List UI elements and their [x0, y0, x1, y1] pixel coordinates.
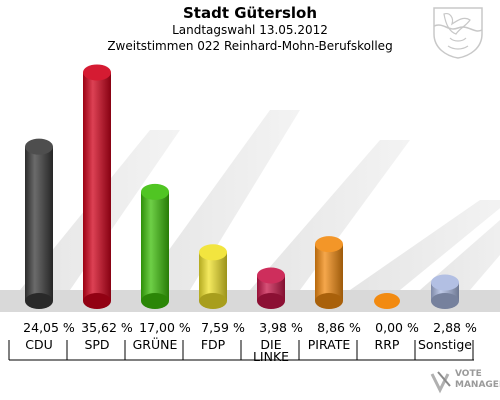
value-label: 35,62 %	[81, 320, 133, 335]
chart-subtitle-2: Zweitstimmen 022 Reinhard-Mohn-Berufskol…	[107, 39, 393, 53]
vote-manager-line1: VOTE	[455, 369, 482, 379]
value-label: 0,00 %	[375, 320, 419, 335]
value-label: 8,86 %	[317, 320, 361, 335]
bar-bottom	[315, 293, 343, 309]
category-label: GRÜNE	[133, 336, 178, 352]
bar-sonstige	[431, 274, 459, 309]
bar-bottom	[25, 293, 53, 309]
background-stripe	[420, 220, 500, 290]
bar-top	[199, 244, 227, 261]
chart-subtitle: Landtagswahl 13.05.2012	[172, 23, 328, 37]
x-axis	[8, 340, 474, 361]
category-label: LINKE	[253, 349, 289, 364]
category-label: PIRATE	[308, 337, 351, 352]
bar-top	[257, 267, 285, 284]
value-label: 7,59 %	[201, 320, 245, 335]
category-label: SPD	[84, 337, 109, 352]
background-stripe	[350, 200, 500, 290]
bar-spd	[83, 64, 111, 309]
bar-bottom	[257, 293, 285, 309]
vote-manager-logo-icon	[430, 371, 451, 394]
background-stripe	[250, 140, 410, 290]
floor-band	[0, 290, 500, 312]
background-stripe	[140, 110, 300, 290]
category-label: DIE	[260, 337, 281, 352]
vote-manager-logo-text: VOTE MANAGER	[455, 369, 500, 391]
bar-bottom	[199, 293, 227, 309]
category-label: Sonstige	[418, 337, 472, 352]
bar-body	[83, 72, 111, 302]
bar-zero-disc	[374, 293, 400, 309]
bar-body	[25, 146, 53, 301]
bar-top	[141, 183, 169, 200]
bar-top	[25, 138, 53, 155]
bar-bottom	[431, 293, 459, 309]
category-label: FDP	[201, 337, 226, 352]
value-label: 17,00 %	[139, 320, 191, 335]
bar-body	[141, 191, 169, 301]
vote-manager-line2: MANAGER	[455, 380, 500, 390]
value-label: 3,98 %	[259, 320, 303, 335]
chart-title: Stadt Gütersloh	[182, 4, 317, 22]
bar-top	[431, 274, 459, 291]
bar-grüne	[141, 183, 169, 309]
bar-cdu	[25, 138, 53, 309]
bar-fdp	[199, 244, 227, 309]
category-label: CDU	[25, 337, 53, 352]
bar-rrp	[374, 293, 400, 309]
value-label: 24,05 %	[23, 320, 75, 335]
bar-body	[199, 252, 227, 301]
bar-bottom	[141, 293, 169, 309]
bar-bottom	[83, 293, 111, 309]
category-label: RRP	[375, 337, 400, 352]
value-label: 2,88 %	[433, 320, 477, 335]
bar-top	[315, 236, 343, 253]
bar-pirate	[315, 236, 343, 309]
bar-body	[315, 244, 343, 301]
coat-of-arms-icon	[433, 7, 483, 59]
bar-top	[83, 64, 111, 81]
bar-die-linke	[257, 267, 285, 309]
